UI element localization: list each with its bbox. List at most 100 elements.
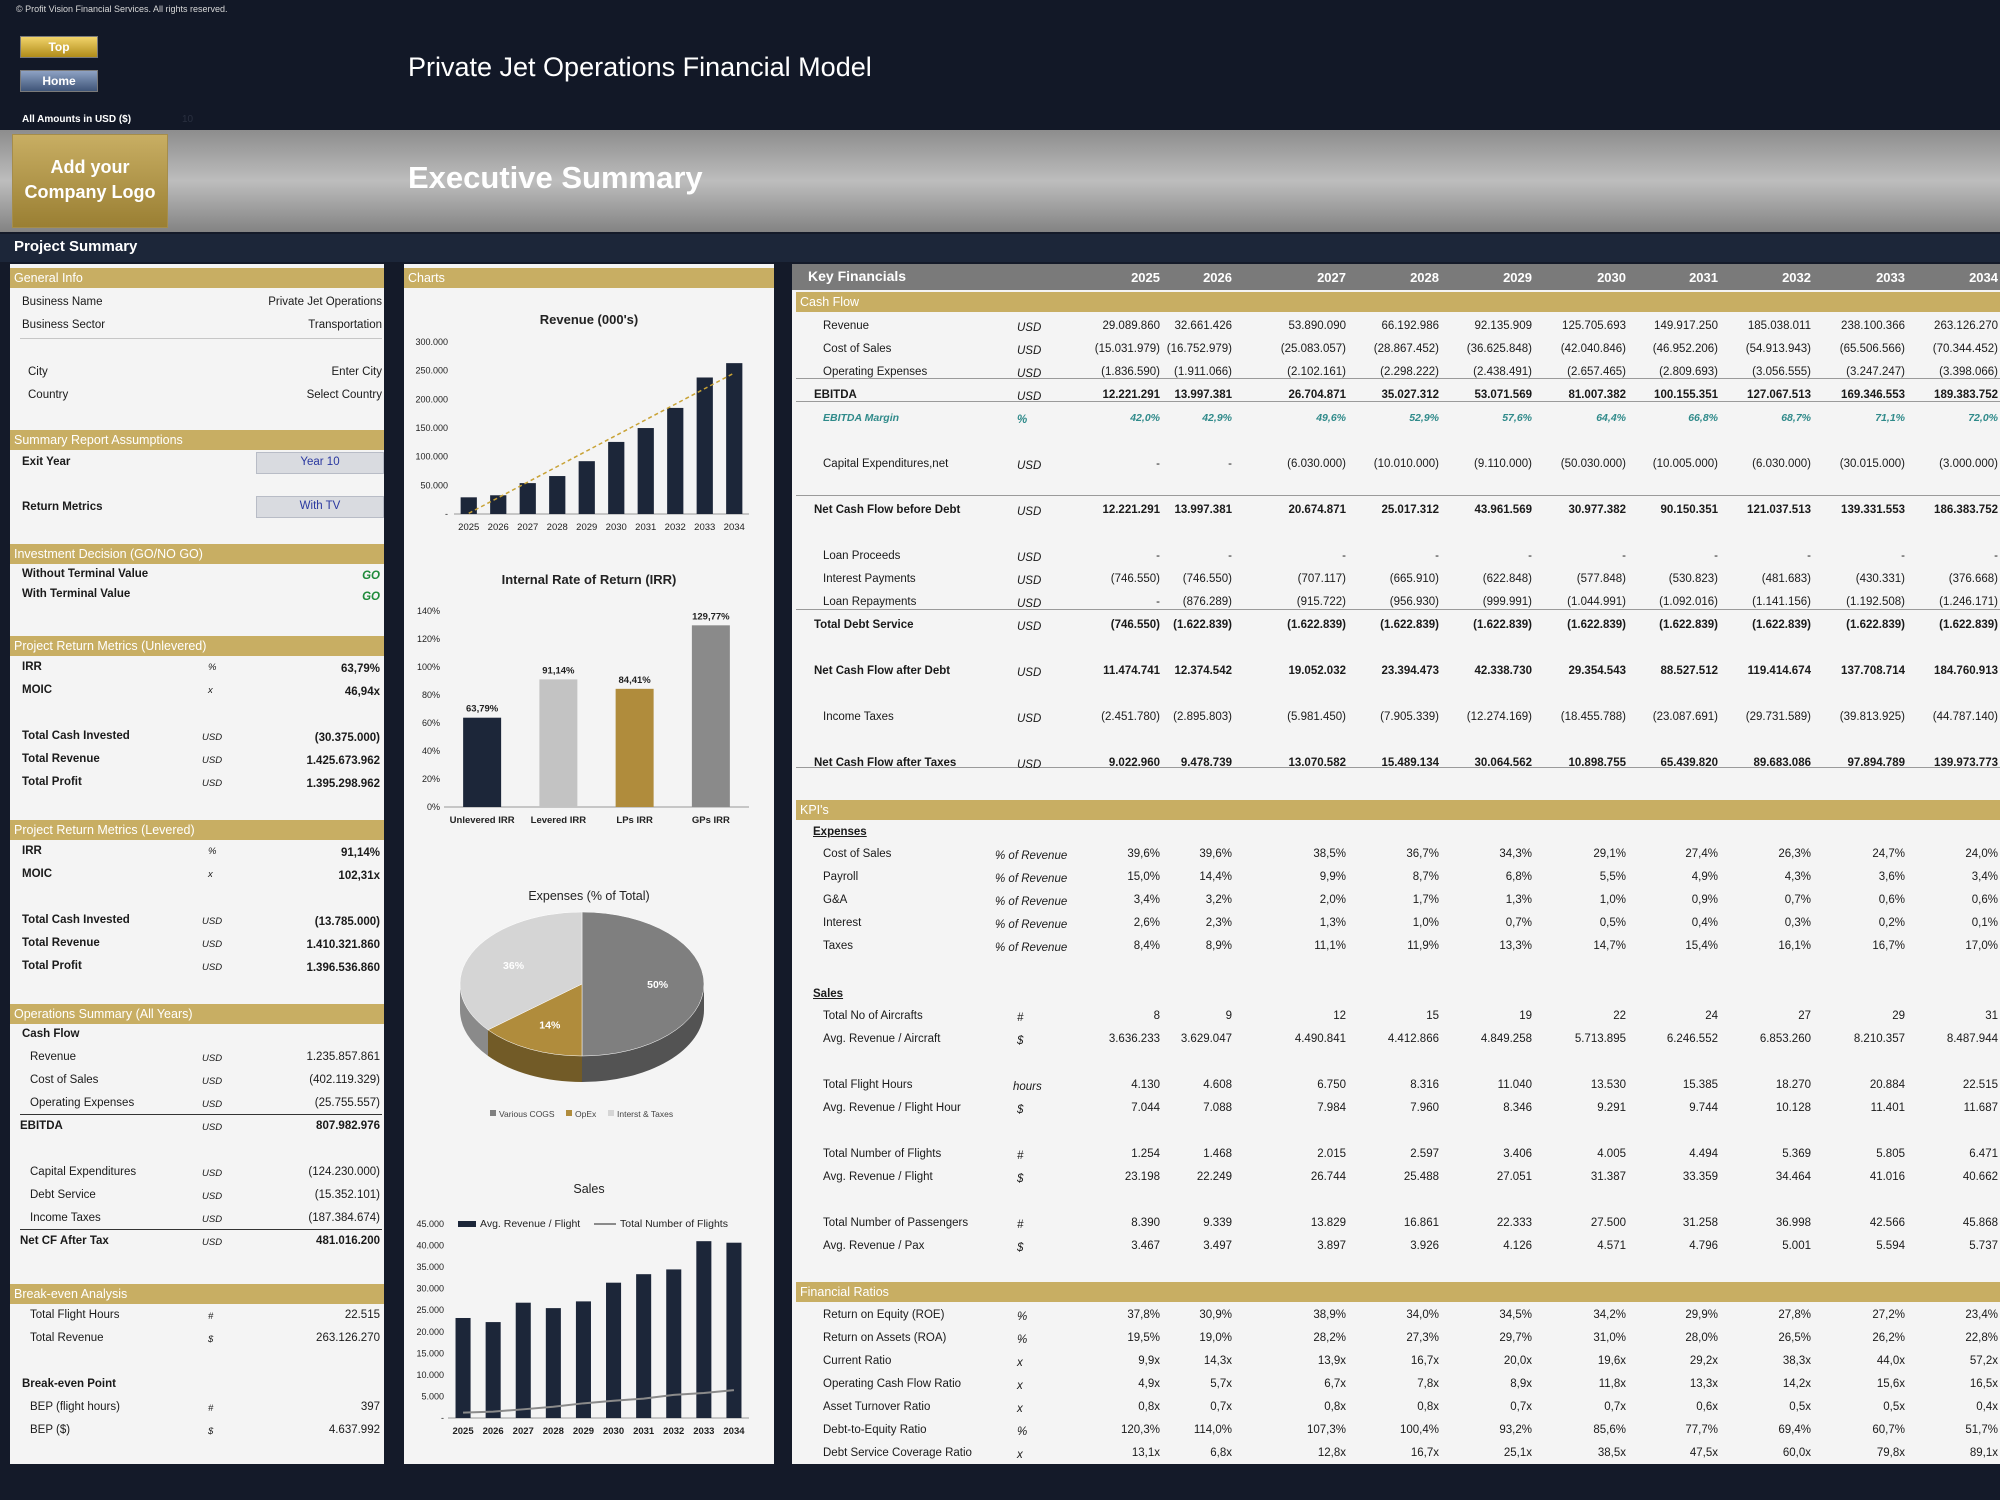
table-cell: 42.338.730 bbox=[1474, 665, 1532, 677]
table-cell: (5.981.450) bbox=[1287, 711, 1346, 723]
table-row-label: Operating Expenses bbox=[823, 366, 928, 378]
city-value[interactable]: Enter City bbox=[331, 366, 383, 378]
table-cell: 238.100.366 bbox=[1841, 320, 1905, 332]
table-cell: (746.550) bbox=[1110, 573, 1160, 585]
irr-data-label: 129,77% bbox=[692, 611, 730, 622]
return-metrics-label: Return Metrics bbox=[22, 501, 103, 513]
y-tick-label: 20.000 bbox=[416, 1327, 444, 1337]
unlev-tr-value: 1.425.673.962 bbox=[306, 755, 380, 767]
table-cell: 69,4% bbox=[1778, 1424, 1811, 1436]
unlev-irr-label: IRR bbox=[22, 661, 42, 673]
lev-tp-value: 1.396.536.860 bbox=[306, 962, 380, 974]
lev-moic-value: 102,31x bbox=[338, 870, 380, 882]
table-cell: 4,9% bbox=[1691, 871, 1718, 883]
table-cell: 16,7x bbox=[1410, 1447, 1439, 1459]
table-cell: 127.067.513 bbox=[1747, 389, 1811, 401]
table-row-label: Total Number of Passengers bbox=[823, 1217, 969, 1229]
table-cell: 31 bbox=[1985, 1010, 1998, 1022]
table-cell: 19,5% bbox=[1127, 1332, 1160, 1344]
table-cell: - bbox=[1807, 550, 1811, 562]
table-cell: 12,8x bbox=[1317, 1447, 1346, 1459]
legend-swatch bbox=[490, 1110, 496, 1116]
y-tick-label: 100% bbox=[417, 662, 440, 672]
revenue-bar bbox=[726, 363, 743, 514]
business-name-label: Business Name bbox=[22, 296, 103, 308]
unlev-tp-value: 1.395.298.962 bbox=[306, 778, 380, 790]
home-button[interactable]: Home bbox=[20, 70, 98, 92]
table-cell: 5.369 bbox=[1782, 1148, 1811, 1160]
table-cell: (2.298.222) bbox=[1380, 366, 1439, 378]
table-cell: 15,0% bbox=[1127, 871, 1160, 883]
table-cell: - bbox=[1901, 550, 1905, 562]
table-cell: (1.622.839) bbox=[1939, 619, 1998, 631]
table-cell: 26,5% bbox=[1778, 1332, 1811, 1344]
table-cell: 42,0% bbox=[1130, 412, 1160, 424]
table-cell: 1,7% bbox=[1412, 894, 1439, 906]
ops-ncf-value: 481.016.200 bbox=[316, 1235, 380, 1247]
irr-bar bbox=[615, 688, 654, 807]
table-cell: 23.394.473 bbox=[1381, 665, 1439, 677]
business-name-value[interactable]: Private Jet Operations bbox=[268, 296, 382, 308]
table-cell: 0,4% bbox=[1691, 917, 1718, 929]
sales-bar bbox=[606, 1282, 622, 1418]
irr-data-label: 63,79% bbox=[466, 704, 499, 715]
lev-moic-label: MOIC bbox=[22, 868, 53, 880]
table-cell: (1.141.156) bbox=[1752, 596, 1811, 608]
country-value[interactable]: Select Country bbox=[306, 389, 382, 401]
table-cell: 52,9% bbox=[1409, 412, 1439, 424]
y-tick-label: 300.000 bbox=[415, 337, 448, 347]
charts-header: Charts bbox=[404, 268, 774, 288]
table-cell: 2,6% bbox=[1133, 917, 1160, 929]
table-cell: 137.708.714 bbox=[1841, 665, 1905, 677]
table-row-label: Total Flight Hours bbox=[823, 1079, 913, 1091]
y-tick-label: 250.000 bbox=[415, 366, 448, 376]
business-sector-value[interactable]: Transportation bbox=[308, 319, 382, 331]
table-cell: 45.868 bbox=[1962, 1217, 1998, 1229]
bep-dollars-label: BEP ($) bbox=[30, 1424, 71, 1436]
table-cell: (481.683) bbox=[1761, 573, 1811, 585]
table-row-label: Interest bbox=[823, 917, 862, 929]
table-cell: 14,2x bbox=[1782, 1378, 1811, 1390]
year-header: 2033 bbox=[1876, 270, 1905, 285]
lev-moic-unit: x bbox=[208, 869, 213, 880]
top-button[interactable]: Top bbox=[20, 36, 98, 58]
ops-cos-unit: USD bbox=[202, 1076, 223, 1087]
y-tick-label: 200.000 bbox=[415, 394, 448, 404]
table-cell: 12.221.291 bbox=[1102, 504, 1160, 516]
table-cell: (2.102.161) bbox=[1287, 366, 1346, 378]
assumptions-header: Summary Report Assumptions bbox=[10, 430, 384, 450]
table-cell: (36.625.848) bbox=[1466, 343, 1532, 355]
company-logo-placeholder[interactable]: Add your Company Logo bbox=[12, 134, 168, 228]
return-metrics-input[interactable]: With TV bbox=[256, 496, 384, 518]
be-revenue-value: 263.126.270 bbox=[316, 1332, 380, 1344]
table-cell: 6.246.552 bbox=[1666, 1033, 1718, 1045]
table-cell: - bbox=[1156, 596, 1160, 608]
revenue-bar bbox=[667, 407, 684, 514]
table-cell: 27 bbox=[1798, 1010, 1811, 1022]
table-cell: 26,2% bbox=[1872, 1332, 1905, 1344]
x-tick-label: 2028 bbox=[547, 522, 568, 533]
table-row-label: Total Debt Service bbox=[814, 619, 914, 631]
table-row-unit: x bbox=[1017, 1380, 1023, 1392]
be-flight-hours-unit: # bbox=[208, 1311, 214, 1322]
table-cell: 19 bbox=[1519, 1010, 1532, 1022]
table-row-label: Loan Repayments bbox=[823, 596, 917, 608]
table-cell: 77,7% bbox=[1685, 1424, 1718, 1436]
table-row-unit: USD bbox=[1017, 460, 1042, 472]
revenue-bar bbox=[578, 461, 595, 514]
y-tick-label: 50.000 bbox=[420, 480, 448, 490]
table-cell: 79,8x bbox=[1876, 1447, 1905, 1459]
table-cell: 4.796 bbox=[1689, 1240, 1718, 1252]
general-info-header: General Info bbox=[10, 268, 384, 288]
table-cell: 25,1x bbox=[1503, 1447, 1532, 1459]
table-cell: (1.622.839) bbox=[1287, 619, 1346, 631]
ops-cos-value: (402.119.329) bbox=[309, 1074, 380, 1086]
table-cell: (6.030.000) bbox=[1287, 458, 1346, 470]
ops-revenue-label: Revenue bbox=[30, 1051, 77, 1063]
exit-year-input[interactable]: Year 10 bbox=[256, 452, 384, 474]
table-row-label: Avg. Revenue / Flight bbox=[823, 1171, 933, 1183]
without-tv-label: Without Terminal Value bbox=[22, 568, 149, 580]
table-cell: 22,8% bbox=[1965, 1332, 1998, 1344]
table-cell: 4.130 bbox=[1131, 1079, 1160, 1091]
y-tick-label: 25.000 bbox=[416, 1305, 444, 1315]
